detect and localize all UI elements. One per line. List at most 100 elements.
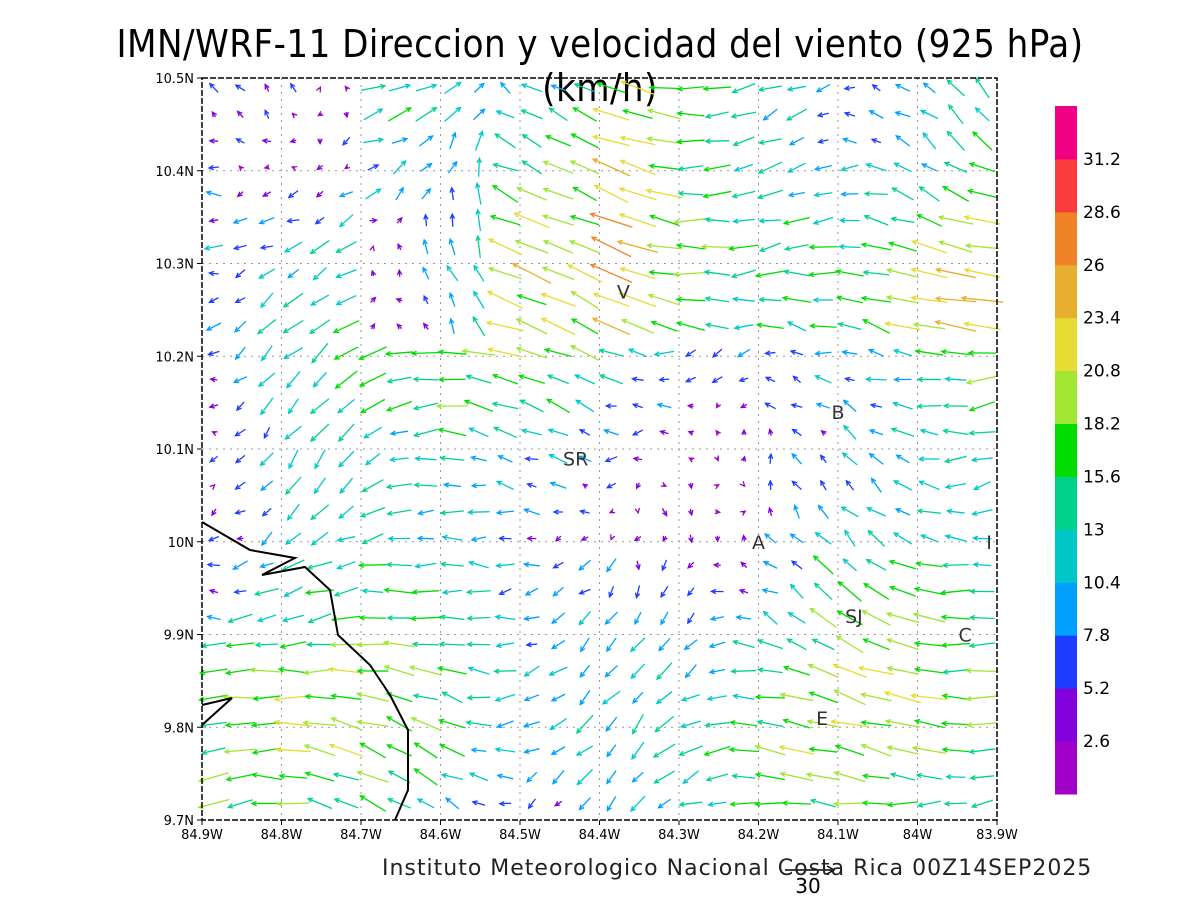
wind-vector-shaft — [592, 158, 631, 177]
wind-vector-arrowhead — [940, 642, 947, 648]
wind-vector-arrowhead — [782, 718, 789, 724]
wind-vector — [683, 639, 698, 651]
wind-vector — [968, 401, 996, 412]
wind-vector-arrowhead — [888, 585, 896, 591]
wind-vector-arrowhead — [940, 349, 947, 355]
wind-vector-arrowhead — [312, 274, 319, 281]
wind-vector-shaft — [868, 349, 885, 357]
wind-vector-shaft — [945, 483, 967, 488]
colorbar-swatch — [1055, 635, 1077, 689]
wind-vector-shaft — [469, 561, 489, 569]
wind-vector-arrowhead — [425, 187, 432, 194]
wind-vector — [387, 535, 411, 542]
wind-vector-arrowhead — [387, 535, 394, 542]
wind-vector-arrowhead — [895, 454, 902, 460]
wind-vector — [728, 747, 759, 753]
wind-vector-shaft — [228, 799, 253, 808]
wind-vector-arrowhead — [566, 264, 574, 270]
wind-vector-arrowhead — [548, 107, 555, 114]
wind-vector-arrowhead — [451, 160, 458, 167]
wind-vector-arrowhead — [910, 295, 917, 301]
wind-vector — [574, 399, 595, 413]
wind-vector-shaft — [810, 607, 837, 629]
wind-vector-shaft — [224, 748, 257, 753]
wind-vector-shaft — [964, 322, 1001, 331]
wind-vector — [337, 423, 355, 443]
wind-vector — [545, 398, 571, 414]
wind-vector-shaft — [915, 668, 944, 674]
wind-vector-shaft — [286, 371, 301, 388]
station-label: SR — [563, 448, 588, 470]
wind-vector-arrowhead — [758, 246, 766, 253]
wind-vector-arrowhead — [236, 535, 243, 542]
colorbar-swatch — [1055, 582, 1077, 636]
wind-vector — [806, 719, 840, 728]
wind-vector-arrowhead — [357, 562, 365, 568]
wind-vector — [645, 242, 682, 250]
wind-vector — [333, 798, 359, 809]
wind-vector — [384, 350, 413, 357]
wind-vector-arrowhead — [947, 103, 954, 111]
wind-vector-shaft — [390, 457, 409, 461]
wind-vector-shaft — [337, 535, 356, 542]
wind-vector-shaft — [592, 317, 631, 336]
wind-vector-shaft — [305, 695, 335, 700]
wind-vector — [814, 531, 832, 545]
wind-vector-arrowhead — [886, 745, 893, 751]
wind-vector — [860, 295, 892, 303]
wind-vector-arrowhead — [410, 717, 417, 723]
wind-vector-arrowhead — [552, 778, 558, 785]
wind-vector — [289, 82, 297, 93]
wind-vector-shaft — [443, 81, 462, 95]
wind-vector — [648, 84, 680, 91]
wind-vector-arrowhead — [569, 214, 576, 221]
wind-vector-arrowhead — [377, 137, 385, 143]
wind-vector-arrowhead — [631, 728, 638, 735]
wind-vector-arrowhead — [788, 140, 796, 146]
wind-vector — [731, 83, 756, 94]
wind-vector-shaft — [942, 722, 970, 726]
wind-vector-arrowhead — [466, 694, 473, 701]
wind-vector-shaft — [630, 663, 646, 679]
wind-vector-arrowhead — [704, 722, 711, 728]
wind-vector-arrowhead — [813, 582, 820, 589]
wind-vector-arrowhead — [702, 193, 709, 199]
wind-vector — [287, 268, 300, 279]
wind-vector — [306, 797, 333, 810]
wind-vector — [284, 476, 302, 495]
wind-vector-shaft — [363, 138, 383, 144]
wind-vector — [864, 376, 887, 383]
wind-vector-shaft — [449, 238, 456, 256]
wind-vector-arrowhead — [431, 106, 438, 113]
wind-vector-arrowhead — [885, 295, 893, 301]
wind-vector-shaft — [604, 429, 619, 436]
wind-vector-shaft — [709, 641, 726, 648]
wind-vector-shaft — [338, 450, 355, 468]
wind-vector — [629, 637, 646, 653]
wind-vector — [781, 800, 812, 806]
wind-vector-arrowhead — [814, 531, 821, 538]
wind-vector — [338, 505, 354, 520]
wind-vector — [419, 135, 434, 147]
wind-vector-arrowhead — [676, 110, 683, 117]
wind-vector — [234, 346, 246, 361]
y-tick-label: 10.4N — [155, 165, 194, 180]
wind-vector-arrowhead — [817, 504, 824, 511]
wind-vector-shaft — [288, 398, 299, 414]
wind-vector — [635, 560, 641, 571]
wind-vector — [843, 424, 857, 440]
wind-vector-shaft — [310, 398, 330, 414]
wind-vector-arrowhead — [834, 744, 841, 750]
wind-vector-shaft — [648, 294, 681, 306]
wind-vector-arrowhead — [820, 479, 826, 486]
wind-vector — [910, 295, 948, 304]
wind-vector — [234, 454, 246, 464]
wind-vector — [913, 586, 945, 596]
wind-vector-shaft — [791, 560, 803, 570]
wind-vector-shaft — [973, 563, 992, 567]
wind-vector-arrowhead — [606, 566, 612, 573]
wind-vector-arrowhead — [211, 510, 217, 517]
wind-vector — [648, 163, 680, 170]
wind-vector-arrowhead — [715, 429, 721, 436]
wind-vector — [523, 694, 540, 702]
